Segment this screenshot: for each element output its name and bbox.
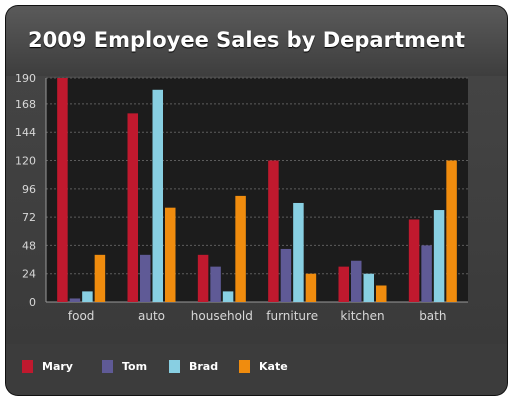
bar-kate-kitchen <box>376 285 387 302</box>
bar-tom-furniture <box>280 248 292 302</box>
bar-kate-auto <box>165 207 176 302</box>
x-tick-label: food <box>68 309 95 323</box>
legend-item-mary: Mary <box>22 358 73 374</box>
legend-swatch <box>22 359 33 373</box>
legend-swatch <box>239 359 250 373</box>
legend-item-kate: Kate <box>239 358 288 374</box>
plot-area <box>46 78 468 302</box>
bar-chart: 0 24 48 72 96 120 144 168 190 food auto household fu… <box>15 72 468 323</box>
legend-label: Kate <box>259 359 288 373</box>
bar-tom-auto <box>140 254 151 302</box>
x-tick-label: furniture <box>266 309 318 323</box>
y-tick-label: 96 <box>22 183 36 196</box>
y-tick-label: 0 <box>29 296 36 309</box>
bar-tom-food <box>69 298 81 302</box>
bar-mary-food <box>57 78 68 302</box>
legend-label: Tom <box>122 359 148 373</box>
bar-kate-food <box>94 254 106 302</box>
bar-brad-household <box>222 291 234 302</box>
bar-kate-household <box>235 195 246 302</box>
chart-header: 2009 Employee Sales by Department <box>6 6 507 76</box>
x-tick-label: bath <box>419 309 446 323</box>
chart-card: 2009 Employee Sales by Department 0 24 48 7… <box>6 6 507 395</box>
bar-kate-bath <box>446 160 457 302</box>
y-tick-label: 72 <box>22 211 36 224</box>
legend-item-tom: Tom <box>102 358 147 374</box>
y-tick-label: 48 <box>22 239 36 252</box>
legend-swatch <box>169 359 180 373</box>
bar-tom-household <box>210 266 221 302</box>
chart-title: 2009 Employee Sales by Department <box>28 28 466 52</box>
bar-mary-household <box>197 254 209 302</box>
legend-item-brad: Brad <box>169 358 218 374</box>
bar-brad-bath <box>433 210 445 302</box>
y-tick-label: 120 <box>15 155 36 168</box>
bar-tom-bath <box>421 245 432 302</box>
chart-legend: Mary Tom Brad Kate <box>6 344 507 395</box>
x-tick-label: auto <box>138 309 165 323</box>
bar-brad-furniture <box>293 202 304 302</box>
legend-swatch <box>102 359 113 373</box>
bar-mary-kitchen <box>338 266 349 302</box>
bar-kate-furniture <box>305 273 317 302</box>
bar-mary-auto <box>127 113 138 302</box>
bar-brad-auto <box>152 89 163 302</box>
x-tick-label: kitchen <box>340 309 384 323</box>
bar-brad-kitchen <box>363 273 374 302</box>
y-tick-label: 24 <box>22 268 36 281</box>
y-tick-label: 144 <box>15 126 36 139</box>
legend-label: Mary <box>42 359 73 373</box>
bar-brad-food <box>82 291 93 302</box>
y-tick-label: 190 <box>15 72 36 85</box>
legend-label: Brad <box>189 359 219 373</box>
y-tick-label: 168 <box>15 98 36 111</box>
x-tick-label: household <box>191 309 253 323</box>
bar-mary-furniture <box>268 160 279 302</box>
bar-tom-kitchen <box>351 260 362 302</box>
bar-mary-bath <box>408 219 420 302</box>
